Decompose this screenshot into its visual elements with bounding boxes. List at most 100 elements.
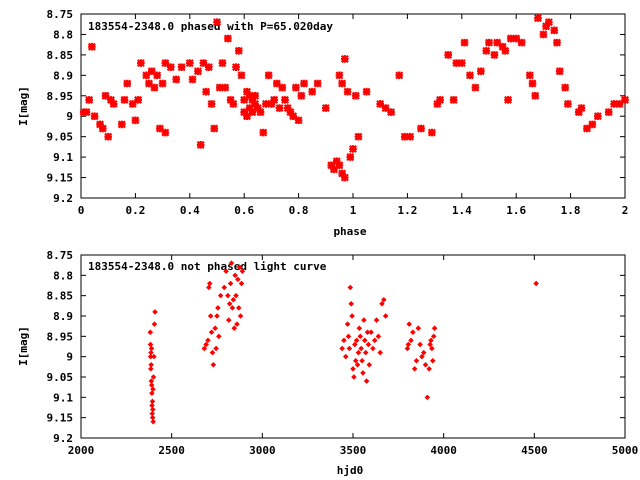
phased-y-tick-label: 8.85 — [47, 49, 74, 62]
phased-data-point — [128, 99, 137, 108]
phased-data-point — [153, 71, 162, 80]
unphased-data-point — [381, 296, 387, 303]
unphased-data-point — [212, 325, 218, 331]
phased-data-point — [270, 95, 279, 104]
unphased-data-point — [149, 414, 156, 421]
unphased-data-point — [227, 280, 234, 287]
phased-data-point — [234, 46, 243, 55]
unphased-data-point — [404, 345, 411, 352]
phased-data-point — [294, 116, 303, 125]
phased-x-tick-label: 0.2 — [125, 204, 145, 217]
phased-data-point — [281, 95, 289, 104]
unphased-data-point — [151, 321, 158, 327]
unphased-data-point — [148, 378, 155, 384]
phased-data-point — [308, 87, 317, 96]
phased-chart-title: 183554-2348.0 phased with P=65.020day — [88, 20, 333, 33]
unphased-y-tick-label: 9.15 — [47, 412, 74, 425]
phased-data-point — [215, 83, 224, 92]
unphased-data-point — [239, 268, 246, 275]
phased-data-point — [490, 50, 499, 59]
phased-data-point — [376, 99, 385, 108]
unphased-data-point — [225, 292, 231, 299]
phased-data-point — [226, 95, 235, 104]
phased-data-point — [553, 38, 561, 47]
phased-data-point — [161, 128, 170, 137]
unphased-data-point — [236, 264, 243, 270]
phased-x-axis-label: phase — [333, 225, 366, 238]
phased-data-point — [242, 112, 251, 121]
phased-data-point — [349, 144, 357, 153]
phased-data-point — [87, 42, 96, 51]
phased-y-tick-label: 9.1 — [53, 151, 73, 164]
phased-x-tick-label: 1.4 — [452, 204, 472, 217]
unphased-data-point — [230, 296, 237, 303]
phased-x-tick-label: 1 — [350, 204, 357, 217]
phased-data-point — [278, 83, 287, 92]
phased-data-point — [433, 99, 442, 108]
phased-data-point — [300, 79, 309, 88]
phased-data-point — [610, 99, 619, 108]
phased-data-point — [506, 34, 515, 43]
unphased-axis-ticks: 2000 2500 3000 3500 4000 4500 5000 8.75 8.8 8.85 8… — [47, 249, 639, 457]
unphased-x-tick-label: 2000 — [68, 444, 95, 457]
phased-chart: 183554-2348.0 phased with P=65.020day ph… — [17, 8, 629, 238]
phased-data-point — [172, 75, 181, 84]
phased-data-point — [476, 67, 485, 76]
phased-data-point — [232, 63, 241, 72]
unphased-data-point — [215, 305, 221, 311]
unphased-data-point — [351, 374, 357, 380]
unphased-data-point — [209, 349, 216, 356]
phased-data-point — [327, 161, 336, 170]
phased-x-tick-label: 2 — [622, 204, 629, 217]
unphased-data-point — [235, 276, 241, 283]
phased-plot-frame — [80, 13, 626, 199]
phased-y-tick-label: 8.75 — [47, 8, 74, 21]
phased-data-point — [221, 83, 230, 92]
phased-data-point — [582, 124, 591, 133]
unphased-data-point — [150, 406, 156, 413]
unphased-data-point — [350, 366, 356, 372]
unphased-data-point — [233, 292, 239, 299]
phased-data-point — [104, 132, 113, 141]
phased-data-point — [335, 71, 344, 80]
phased-data-point — [166, 63, 175, 72]
unphased-data-point — [429, 345, 435, 352]
unphased-data-point — [417, 341, 423, 348]
phased-data-point — [193, 67, 202, 76]
unphased-data-point — [419, 353, 425, 360]
phased-data-point — [155, 124, 164, 133]
unphased-data-point — [148, 349, 154, 356]
phased-data-point — [340, 54, 349, 63]
phased-data-point — [444, 50, 453, 59]
unphased-data-point — [229, 305, 236, 311]
phased-data-point — [313, 79, 322, 88]
phased-data-point — [245, 104, 254, 113]
phased-data-point — [531, 91, 540, 100]
phased-data-point — [142, 71, 151, 80]
phased-data-point — [615, 99, 624, 108]
unphased-data-point — [151, 353, 157, 360]
unphased-data-point — [349, 313, 355, 319]
phased-data-point — [577, 104, 586, 113]
phased-y-tick-label: 9.2 — [53, 192, 73, 205]
unphased-data-point — [150, 374, 157, 380]
unphased-data-point — [341, 337, 347, 344]
unphased-data-point — [426, 366, 432, 372]
unphased-data-point — [382, 313, 389, 319]
unphased-data-point — [361, 317, 367, 323]
phased-data-point — [485, 38, 493, 47]
phased-data-point — [196, 140, 205, 149]
unphased-data-point — [355, 349, 362, 356]
phased-data-point — [354, 132, 363, 141]
phased-data-point — [332, 157, 341, 166]
phased-data-point — [106, 95, 115, 104]
unphased-data-point — [339, 345, 345, 352]
phased-data-point — [561, 83, 570, 92]
phased-y-tick-label: 8.9 — [53, 69, 73, 82]
unphased-data-point — [205, 337, 211, 344]
unphased-data-point — [352, 341, 358, 348]
phased-data-point — [134, 95, 143, 104]
phased-data-point — [286, 108, 295, 117]
unphased-data-point — [422, 362, 429, 368]
